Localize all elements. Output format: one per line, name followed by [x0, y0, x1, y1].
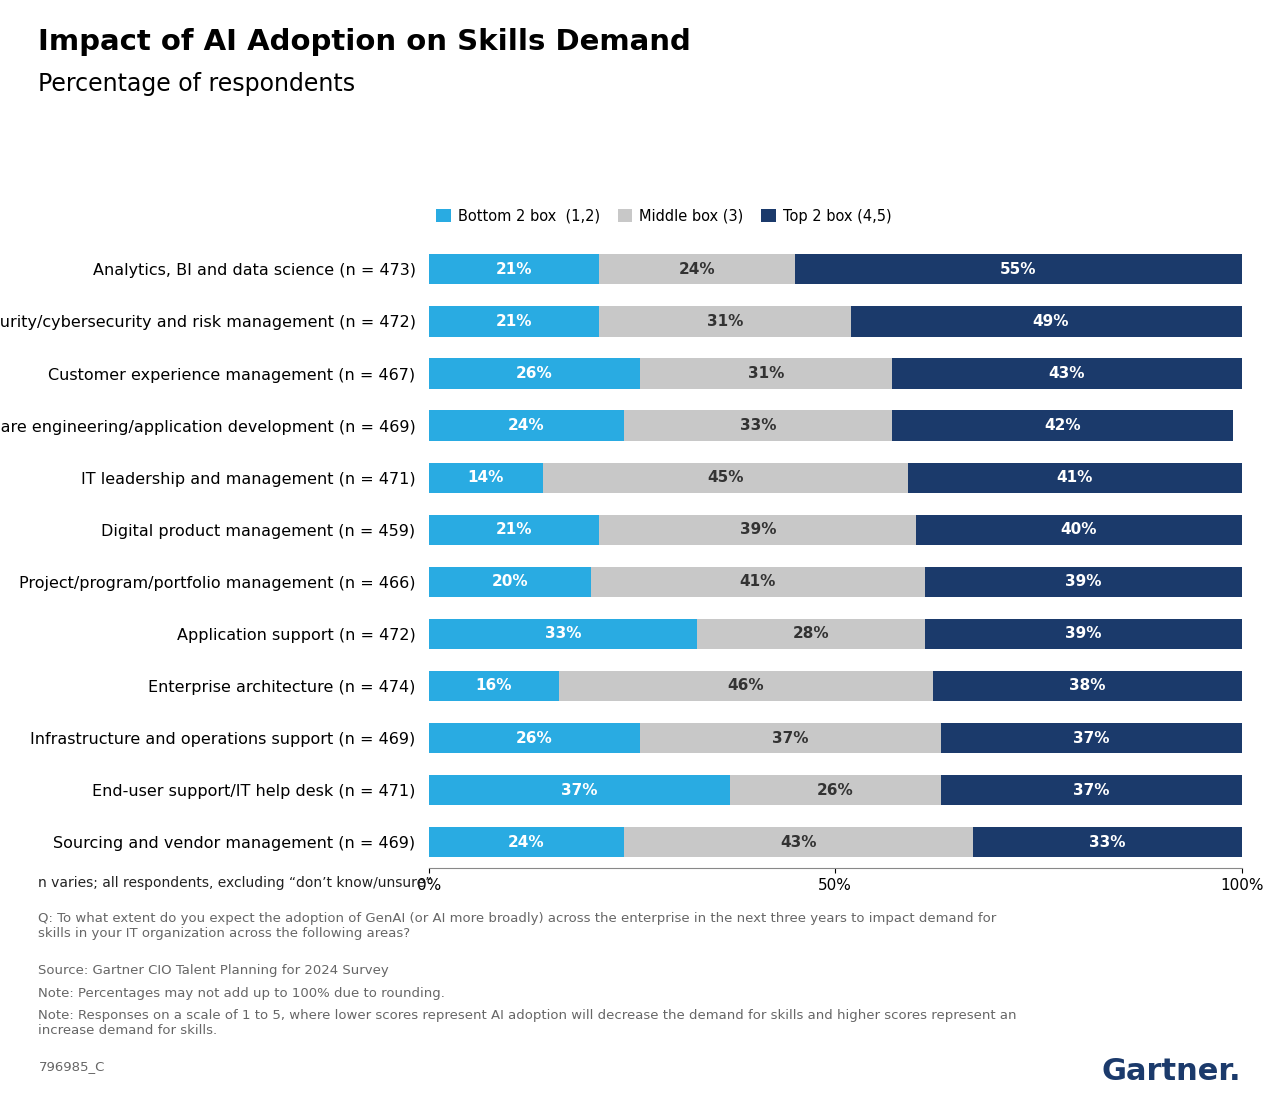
Text: 55%: 55% — [1000, 262, 1037, 276]
Bar — [429, 775, 730, 805]
Text: 49%: 49% — [1033, 314, 1069, 328]
Bar — [851, 306, 1249, 336]
Text: 16%: 16% — [476, 678, 512, 693]
Bar — [591, 566, 924, 597]
Text: Impact of AI Adoption on Skills Demand: Impact of AI Adoption on Skills Demand — [38, 28, 691, 55]
Bar — [559, 671, 933, 701]
Text: 45%: 45% — [708, 470, 744, 486]
Text: 21%: 21% — [495, 522, 532, 538]
Text: 39%: 39% — [1065, 574, 1101, 589]
Bar — [429, 514, 599, 545]
Bar — [623, 827, 973, 857]
Bar — [599, 514, 916, 545]
Text: 14%: 14% — [467, 470, 504, 486]
Bar — [429, 410, 623, 440]
Text: 42%: 42% — [1044, 418, 1082, 434]
Bar — [429, 462, 543, 493]
Text: 39%: 39% — [1065, 626, 1101, 641]
Text: 46%: 46% — [727, 678, 764, 693]
Bar — [933, 671, 1242, 701]
Bar — [640, 358, 892, 388]
Text: Percentage of respondents: Percentage of respondents — [38, 72, 356, 96]
Text: 796985_C: 796985_C — [38, 1060, 105, 1073]
Legend: Bottom 2 box  (1,2), Middle box (3), Top 2 box (4,5): Bottom 2 box (1,2), Middle box (3), Top … — [436, 209, 892, 223]
Bar — [429, 306, 599, 336]
Bar — [924, 618, 1242, 649]
Text: 26%: 26% — [817, 783, 854, 797]
Bar — [429, 618, 698, 649]
Bar — [429, 566, 591, 597]
Bar — [892, 410, 1234, 440]
Text: 20%: 20% — [492, 574, 529, 589]
Bar — [429, 254, 599, 284]
Bar — [640, 723, 941, 753]
Bar — [623, 410, 892, 440]
Text: 31%: 31% — [708, 314, 744, 328]
Text: 33%: 33% — [545, 626, 581, 641]
Bar — [730, 775, 941, 805]
Text: Gartner.: Gartner. — [1102, 1057, 1242, 1086]
Text: 40%: 40% — [1061, 522, 1097, 538]
Text: Note: Responses on a scale of 1 to 5, where lower scores represent AI adoption w: Note: Responses on a scale of 1 to 5, wh… — [38, 1009, 1016, 1036]
Bar — [429, 671, 559, 701]
Text: Note: Percentages may not add up to 100% due to rounding.: Note: Percentages may not add up to 100%… — [38, 987, 445, 1000]
Text: 31%: 31% — [748, 366, 785, 380]
Bar — [429, 723, 640, 753]
Text: 24%: 24% — [678, 262, 716, 276]
Text: 41%: 41% — [1057, 470, 1093, 486]
Text: 37%: 37% — [561, 783, 598, 797]
Bar — [429, 827, 623, 857]
Text: 38%: 38% — [1069, 678, 1106, 693]
Bar — [795, 254, 1242, 284]
Bar — [941, 775, 1242, 805]
Text: 37%: 37% — [1073, 783, 1110, 797]
Text: Q: To what extent do you expect the adoption of GenAI (or AI more broadly) acros: Q: To what extent do you expect the adop… — [38, 912, 997, 940]
Bar — [924, 566, 1242, 597]
Text: 24%: 24% — [508, 835, 545, 849]
Bar — [973, 827, 1242, 857]
Text: 37%: 37% — [772, 731, 809, 745]
Text: n varies; all respondents, excluding “don’t know/unsure”: n varies; all respondents, excluding “do… — [38, 876, 433, 890]
Text: 21%: 21% — [495, 314, 532, 328]
Text: 28%: 28% — [792, 626, 829, 641]
Bar — [543, 462, 909, 493]
Text: 26%: 26% — [516, 731, 553, 745]
Bar — [916, 514, 1242, 545]
Text: 33%: 33% — [740, 418, 776, 434]
Text: 43%: 43% — [1048, 366, 1085, 380]
Bar — [892, 358, 1242, 388]
Bar — [698, 618, 924, 649]
Text: 37%: 37% — [1073, 731, 1110, 745]
Text: 43%: 43% — [781, 835, 817, 849]
Bar — [941, 723, 1242, 753]
Text: Source: Gartner CIO Talent Planning for 2024 Survey: Source: Gartner CIO Talent Planning for … — [38, 964, 389, 978]
Text: 39%: 39% — [740, 522, 776, 538]
Text: 21%: 21% — [495, 262, 532, 276]
Text: 41%: 41% — [740, 574, 776, 589]
Bar — [599, 254, 795, 284]
Text: 26%: 26% — [516, 366, 553, 380]
Text: 24%: 24% — [508, 418, 545, 434]
Text: 33%: 33% — [1089, 835, 1125, 849]
Bar — [909, 462, 1242, 493]
Bar — [429, 358, 640, 388]
Bar — [599, 306, 851, 336]
